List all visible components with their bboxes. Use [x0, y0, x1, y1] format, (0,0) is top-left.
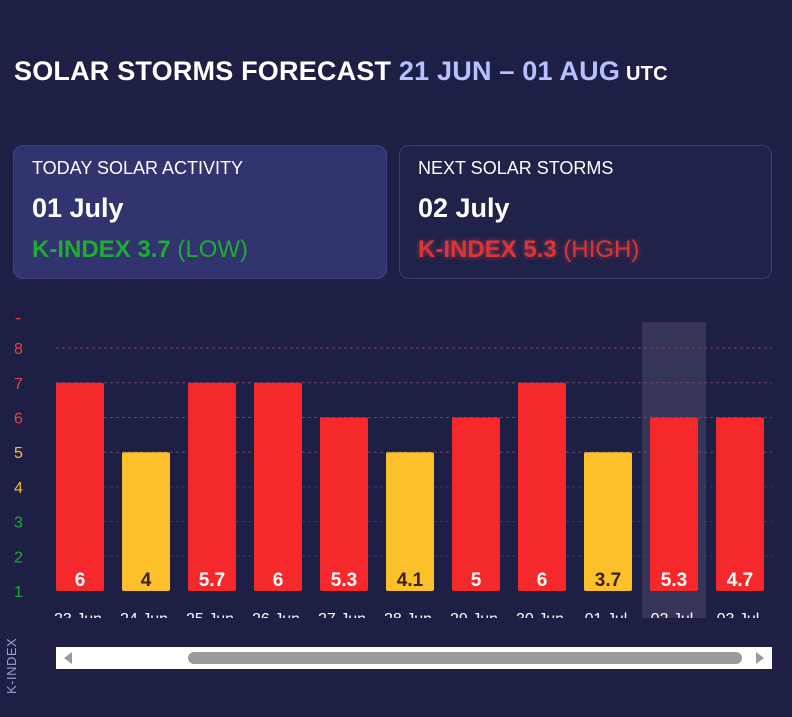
x-tick-label: 01 Jul: [585, 611, 628, 618]
chevron-left-icon[interactable]: [64, 652, 72, 664]
y-tick-label: 4: [14, 480, 23, 497]
x-tick-label: 30 Jun: [516, 611, 564, 618]
bar: [584, 452, 632, 591]
today-card-label: TODAY SOLAR ACTIVITY: [32, 158, 244, 178]
x-tick-label: 29 Jun: [450, 611, 498, 618]
bar: [320, 417, 368, 591]
bar-value-label: 4.7: [727, 570, 753, 591]
next-kindex-value: K-INDEX 5.3: [418, 236, 557, 263]
scroll-thumb[interactable]: [188, 652, 742, 664]
bar-value-label: 6: [537, 570, 548, 591]
bar: [452, 417, 500, 591]
next-date: 02 July: [418, 193, 510, 223]
x-tick-label: 26 Jun: [252, 611, 300, 618]
today-kindex-value: K-INDEX 3.7: [32, 236, 171, 263]
y-tick-label: 8: [14, 341, 23, 358]
date-range: 21 JUN – 01 AUG: [398, 56, 621, 86]
today-date: 01 July: [32, 193, 124, 223]
next-storm-card: NEXT SOLAR STORMS 02 July K-INDEX 5.3 (H…: [399, 145, 772, 279]
bar-value-label: 6: [75, 570, 86, 591]
today-level: (LOW): [177, 236, 249, 263]
x-tick-label: 23 Jun: [54, 611, 102, 618]
bar-value-label: 4.1: [397, 570, 424, 591]
bar-value-label: 6: [273, 570, 284, 591]
bar-value-label: 3.7: [595, 570, 621, 591]
today-kindex: K-INDEX 3.7 (LOW): [32, 236, 368, 264]
y-axis-title: K-INDEX: [4, 637, 19, 694]
title-text: SOLAR STORMS FORECAST: [14, 56, 392, 86]
x-tick-label: 25 Jun: [186, 611, 234, 618]
bar: [254, 382, 302, 591]
x-tick-label: 03 Jul: [717, 611, 760, 618]
bar: [518, 382, 566, 591]
x-tick-label: 28 Jun: [384, 611, 432, 618]
next-level: (HIGH): [563, 236, 640, 263]
y-tick-label: 5: [14, 445, 23, 462]
y-tick-label: 7: [14, 376, 23, 393]
y-tick-label: 9: [14, 318, 23, 323]
bar-value-label: 4: [141, 570, 152, 591]
x-tick-label: 24 Jun: [120, 611, 168, 618]
bar: [386, 452, 434, 591]
y-tick-label: 3: [14, 515, 23, 532]
bar-value-label: 5: [471, 570, 482, 591]
bar: [122, 452, 170, 591]
page-title: SOLAR STORMS FORECAST 21 JUN – 01 AUG UTC: [14, 56, 668, 87]
today-activity-card: TODAY SOLAR ACTIVITY 01 July K-INDEX 3.7…: [13, 145, 387, 279]
y-tick-label: 6: [14, 411, 23, 428]
timezone-label: UTC: [626, 63, 668, 85]
y-tick-label: 1: [14, 584, 23, 601]
y-tick-label: 2: [14, 549, 23, 566]
bar: [56, 382, 104, 591]
x-tick-label: 27 Jun: [318, 611, 366, 618]
next-card-label: NEXT SOLAR STORMS: [418, 158, 614, 178]
bar: [716, 417, 764, 591]
bar-value-label: 5.3: [661, 570, 687, 591]
bar-value-label: 5.3: [331, 570, 357, 591]
bar: [650, 417, 698, 591]
bar-value-label: 5.7: [199, 570, 225, 591]
x-tick-label: 02 Jul: [651, 611, 694, 618]
bar: [188, 382, 236, 591]
kindex-bar-chart: 1 2 3 4 5 6 7 8 9 6 23 Jun 4 24 Jun 5.7 25 Jun 6 26 Jun 5…: [14, 318, 772, 618]
horizontal-scrollbar[interactable]: [56, 647, 772, 669]
chevron-right-icon[interactable]: [756, 652, 764, 664]
next-kindex: K-INDEX 5.3 (HIGH): [418, 236, 753, 264]
